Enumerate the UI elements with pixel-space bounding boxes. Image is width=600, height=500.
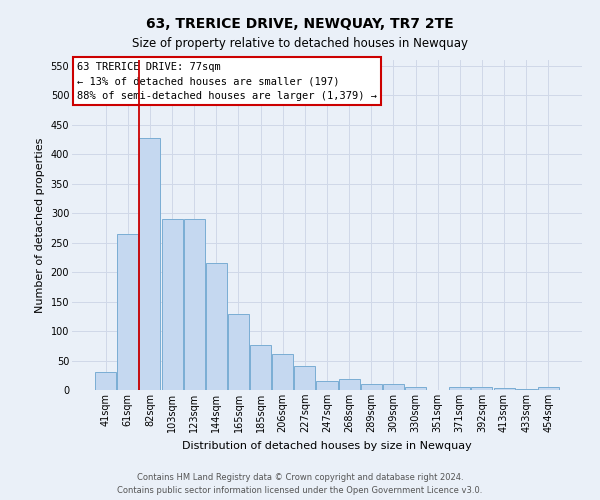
- Bar: [472, 387, 493, 390]
- Text: Contains HM Land Registry data © Crown copyright and database right 2024.
Contai: Contains HM Land Registry data © Crown c…: [118, 474, 482, 495]
- Bar: [272, 354, 293, 390]
- Bar: [405, 387, 426, 390]
- Bar: [361, 384, 382, 390]
- Bar: [316, 381, 338, 390]
- X-axis label: Distribution of detached houses by size in Newquay: Distribution of detached houses by size …: [182, 440, 472, 450]
- Bar: [295, 366, 316, 390]
- Bar: [95, 372, 116, 390]
- Bar: [338, 380, 359, 390]
- Bar: [184, 219, 205, 390]
- Bar: [228, 314, 249, 390]
- Y-axis label: Number of detached properties: Number of detached properties: [35, 138, 45, 312]
- Bar: [449, 387, 470, 390]
- Bar: [538, 387, 559, 390]
- Bar: [161, 218, 182, 390]
- Text: 63, TRERICE DRIVE, NEWQUAY, TR7 2TE: 63, TRERICE DRIVE, NEWQUAY, TR7 2TE: [146, 18, 454, 32]
- Bar: [515, 389, 536, 390]
- Bar: [206, 264, 227, 390]
- Bar: [494, 388, 515, 390]
- Bar: [250, 344, 271, 390]
- Text: 63 TRERICE DRIVE: 77sqm
← 13% of detached houses are smaller (197)
88% of semi-d: 63 TRERICE DRIVE: 77sqm ← 13% of detache…: [77, 62, 377, 101]
- Text: Size of property relative to detached houses in Newquay: Size of property relative to detached ho…: [132, 38, 468, 51]
- Bar: [139, 138, 160, 390]
- Bar: [118, 234, 139, 390]
- Bar: [383, 384, 404, 390]
